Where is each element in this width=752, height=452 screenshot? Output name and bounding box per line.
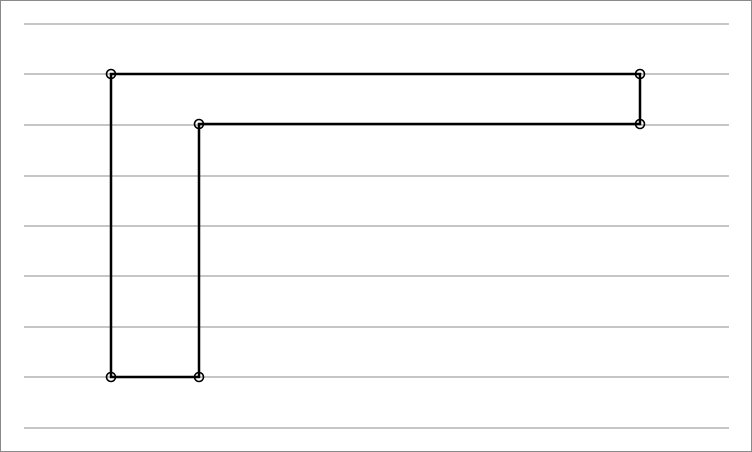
vertex-bottom-right [193,371,205,383]
ruled-lines [24,23,729,429]
vertex-markers [105,68,646,383]
vertex-inner-corner [193,118,205,130]
vertex-bottom-left [105,371,117,383]
vertex-top-right [634,68,646,80]
l-shape-outline [109,72,642,379]
vertex-right-inner [634,118,646,130]
vertex-top-left [105,68,117,80]
